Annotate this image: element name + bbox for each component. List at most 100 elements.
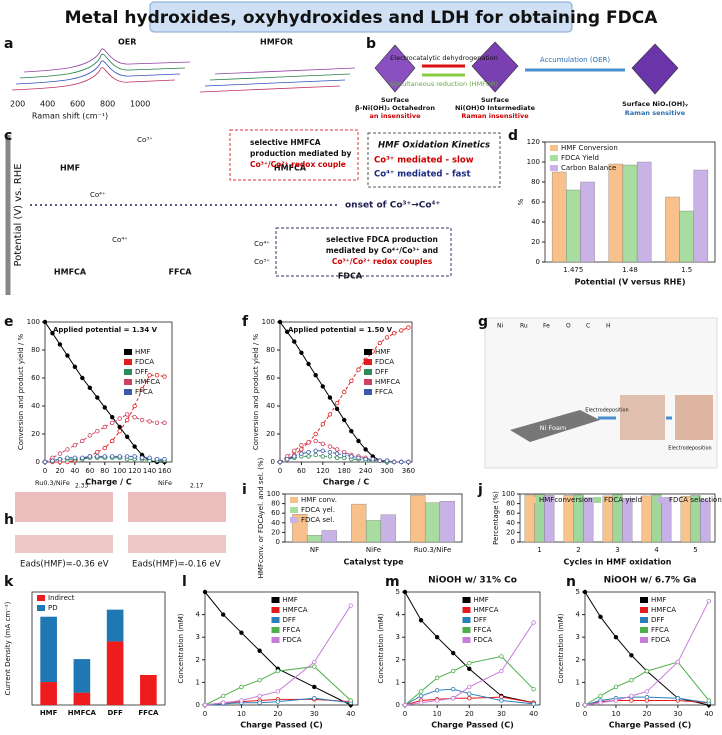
point [313, 373, 318, 378]
bar-segment [40, 616, 57, 683]
arrow-label: Co³⁺ [254, 258, 270, 266]
point [349, 454, 354, 459]
point [598, 700, 603, 705]
point [80, 375, 85, 381]
point [334, 455, 340, 460]
point [402, 589, 408, 595]
plot-frame [204, 591, 359, 706]
point [467, 660, 472, 666]
y-tick-label: 5 [396, 588, 400, 596]
point [72, 364, 78, 369]
bar [580, 181, 595, 263]
point [306, 440, 311, 445]
point [110, 420, 115, 425]
point [95, 454, 100, 459]
axis-tick: 200 [10, 100, 25, 109]
figure-title: Metal hydroxides, oxyhydroxides and LDH … [65, 8, 659, 28]
y-axis-label: Current Density (mA cm⁻²) [4, 601, 12, 695]
point [221, 700, 226, 705]
point [320, 384, 326, 389]
bar [608, 163, 624, 263]
x-tick-label: 120 [316, 467, 329, 475]
panel-letter: d [508, 128, 518, 144]
legend-swatch [640, 637, 648, 643]
point [451, 696, 456, 701]
point [418, 618, 424, 623]
y-axis-label: Conversion and product yield / % [17, 334, 25, 451]
legend-label: C [586, 323, 590, 330]
panel-letter: f [242, 314, 249, 330]
legend-label: HMFCA [651, 606, 676, 614]
structure-label: NiFe [158, 479, 172, 487]
legend-label: HMFCA [474, 606, 499, 614]
y-tick-label: 40 [531, 218, 540, 226]
point [72, 443, 78, 448]
point [147, 455, 152, 460]
point [132, 403, 137, 409]
stage-label: Surface [381, 96, 410, 104]
point [451, 668, 456, 674]
point [65, 455, 70, 460]
annotation: Applied potential = 1.34 V [53, 326, 158, 334]
axis-label: Raman shift (cm⁻¹) [32, 112, 108, 121]
axis-tick: 800 [100, 100, 115, 109]
x-tick-label: NiFe [366, 546, 381, 554]
legend-swatch [364, 379, 372, 385]
legend-label: PD [48, 604, 58, 612]
x-tick-label: 180 [338, 467, 351, 475]
panel-letter: m [385, 574, 400, 590]
point [356, 438, 361, 444]
y-tick-label: 1 [196, 678, 200, 686]
point [257, 700, 262, 705]
arrow-label: Electrocatalytic dehydrogenation [390, 54, 498, 62]
box-text: mediated by Co⁴⁺/Co³⁺ and [326, 246, 438, 255]
line [44, 413, 165, 463]
legend-label: Ru [520, 323, 528, 330]
point [306, 450, 311, 455]
y-axis-label: Concentration (mM) [177, 613, 185, 683]
point [147, 373, 152, 378]
y-tick-label: 40 [271, 519, 280, 527]
point [320, 454, 326, 459]
y-tick-label: 80 [531, 178, 540, 186]
chart-title: NiOOH w/ 31% Co [428, 576, 517, 586]
point [334, 451, 340, 456]
octahedra [374, 41, 679, 95]
legend-swatch [124, 379, 132, 385]
x-tick-label: 60 [85, 467, 94, 475]
y-tick-label: 1 [396, 678, 400, 686]
panel-letter: c [4, 128, 12, 144]
stage-label: Raman insensitive [461, 112, 529, 120]
point [313, 438, 318, 444]
point [117, 416, 122, 421]
point [277, 319, 283, 325]
point [499, 698, 504, 703]
annotation: Applied potential = 1.50 V [288, 326, 393, 334]
point [117, 454, 122, 459]
point [434, 675, 440, 681]
bar-segment [40, 682, 57, 705]
axis-label: Potential (V) vs. RHE [13, 163, 24, 266]
point [675, 659, 681, 665]
legend-label: FFCA [651, 626, 669, 634]
y-axis-label: % [517, 198, 525, 205]
arrow-label: Simultaneous reduction (HMFOR) [390, 80, 498, 88]
y-axis-label: Concentration (mM) [557, 613, 565, 683]
y-tick-label: 4 [396, 611, 401, 619]
raman-spectra [11, 48, 356, 93]
legend-swatch [640, 607, 648, 613]
legend-swatch [364, 349, 372, 355]
x-tick-label: 140 [143, 467, 156, 475]
x-tick-label: 0 [203, 710, 207, 718]
stage-label: an insensitive [369, 112, 421, 120]
step-label: Electrodeposition [585, 408, 628, 414]
stage-label: Raman sensitive [625, 109, 686, 117]
point [629, 677, 634, 683]
panel-letter: l [182, 574, 187, 590]
point [95, 450, 100, 455]
bar-segment [106, 609, 124, 642]
point [162, 374, 167, 379]
point [312, 664, 317, 669]
point [292, 339, 297, 344]
x-axis-label: Charge / C [85, 478, 132, 487]
